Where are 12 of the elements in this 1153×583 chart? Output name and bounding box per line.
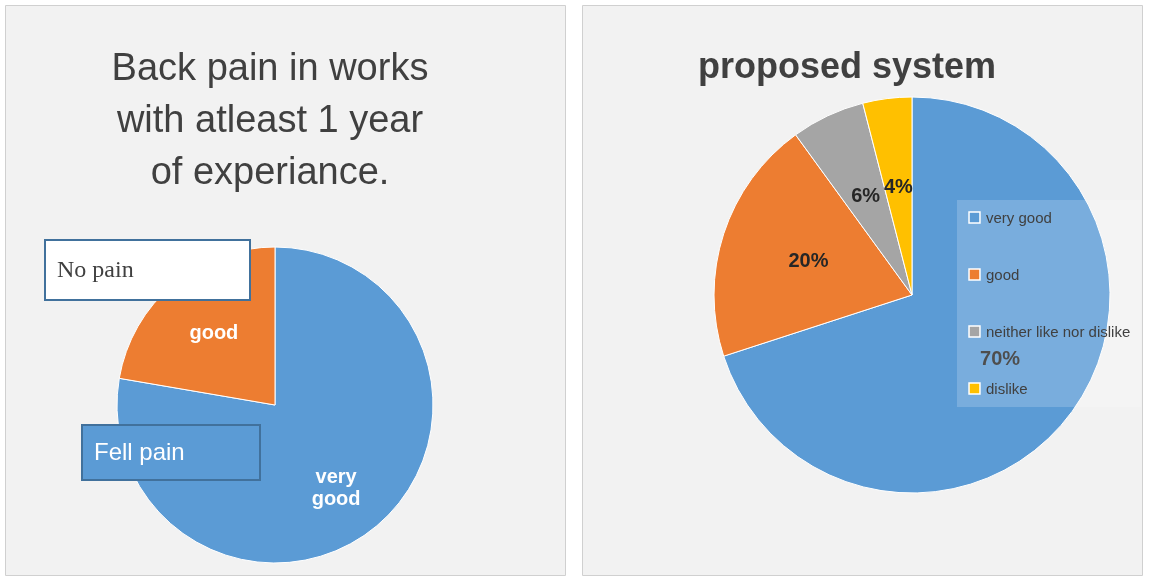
legend-label: very good [986,208,1052,226]
legend-label: good [986,265,1020,283]
data-label: 70% [980,347,1021,370]
slice-label: good [189,320,239,343]
legend-label: dislike [986,379,1028,397]
text: Fell pain [94,437,185,465]
chart-title: proposed system [697,45,997,86]
data-label: 6% [851,184,881,207]
chart-title: Back pain in works with atleast 1 year of experiance. [111,46,429,192]
slice-label: very good [311,465,361,510]
text: No pain [57,256,134,282]
data-label: 20% [788,249,829,272]
